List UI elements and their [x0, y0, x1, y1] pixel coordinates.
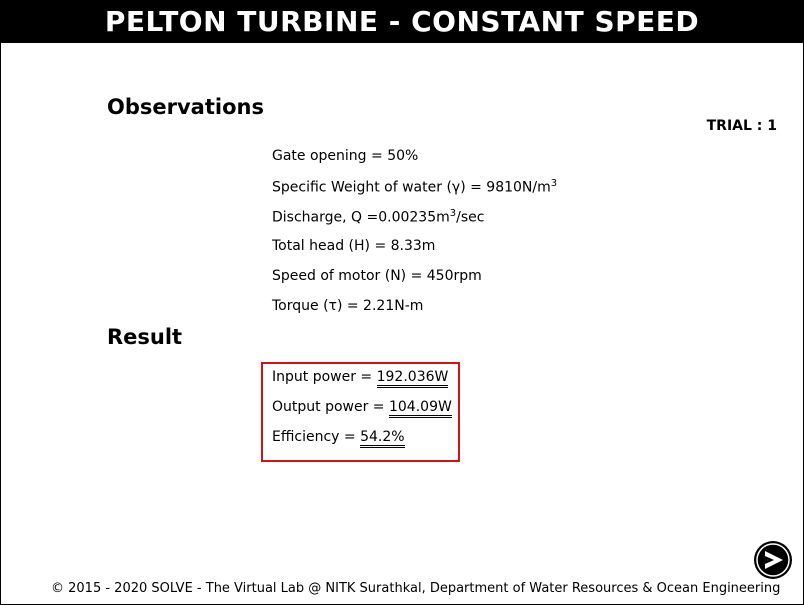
page-title: PELTON TURBINE - CONSTANT SPEED — [1, 1, 803, 43]
torque-text: Torque (τ) = 2.21N-m — [272, 298, 424, 314]
output-power-row: Output power = 104.09W — [272, 399, 452, 418]
trial-label: TRIAL : 1 — [706, 118, 777, 134]
next-arrow-icon — [754, 541, 792, 579]
observations-heading: Observations — [107, 95, 264, 119]
efficiency-row: Efficiency = 54.2% — [272, 429, 405, 448]
result-box: Input power = 192.036W Output power = 10… — [261, 362, 460, 462]
efficiency-value: 54.2% — [360, 429, 405, 448]
output-power-label: Output power = — [272, 399, 389, 415]
discharge-exponent: 3 — [449, 208, 457, 219]
speed-text: Speed of motor (N) = 450rpm — [272, 268, 482, 284]
next-button[interactable] — [753, 540, 793, 580]
specific-weight-main: Specific Weight of water (γ) = 9810N/m — [272, 179, 551, 196]
total-head-text: Total head (H) = 8.33m — [272, 238, 436, 254]
input-power-row: Input power = 192.036W — [272, 369, 449, 388]
input-power-value: 192.036W — [376, 369, 449, 388]
specific-weight-exponent: 3 — [550, 178, 558, 189]
gate-opening-text: Gate opening = 50% — [272, 148, 419, 164]
specific-weight-text: Specific Weight of water (γ) = 9810N/m3 — [272, 178, 557, 196]
input-power-label: Input power = — [272, 369, 377, 385]
discharge-unit: /sec — [456, 209, 485, 226]
discharge-text: Discharge, Q =0.00235m3/sec — [272, 208, 484, 226]
efficiency-label: Efficiency = — [272, 429, 361, 445]
result-heading: Result — [107, 325, 183, 349]
discharge-main: Discharge, Q =0.00235m — [272, 209, 450, 226]
output-power-value: 104.09W — [388, 399, 452, 418]
footer-text: © 2015 - 2020 SOLVE - The Virtual Lab @ … — [51, 581, 781, 596]
